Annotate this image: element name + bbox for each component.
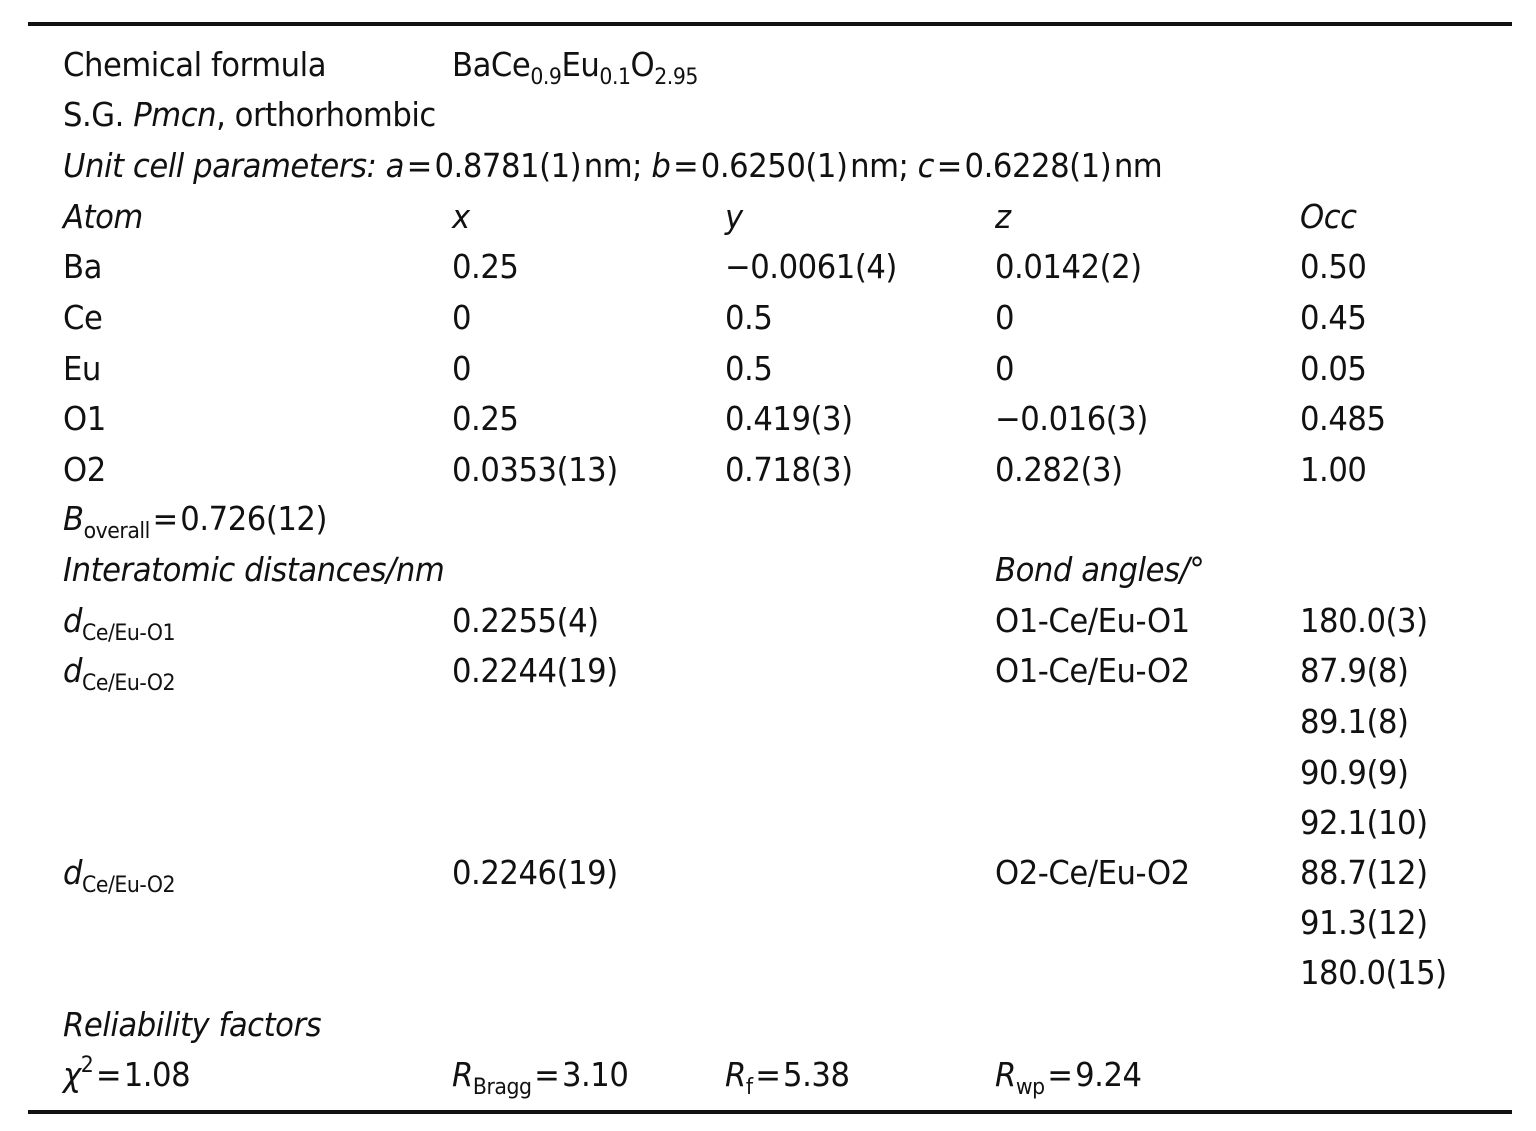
header-atom: Atom — [63, 197, 143, 236]
chi-squared: χ2 = 1.08 — [63, 1053, 191, 1095]
atom-occ: 0.485 — [1300, 399, 1386, 438]
geometry-row: dCe/Eu-O2 0.2246(19) O2-Ce/Eu-O2 88.7(12… — [0, 848, 1536, 898]
atom-row: O2 0.0353(13) 0.718(3) 0.282(3) 1.00 — [0, 445, 1536, 495]
atom-row: Eu 0 0.5 0 0.05 — [0, 344, 1536, 394]
geometry-row: 89.1(8) — [0, 697, 1536, 747]
atom-name: Ce — [63, 298, 103, 337]
geometry-row: dCe/Eu-O1 0.2255(4) O1-Ce/Eu-O1 180.0(3) — [0, 596, 1536, 646]
formula-row: Chemical formula BaCe0.9Eu0.1O2.95 — [0, 40, 1536, 90]
atom-z: 0 — [995, 349, 1015, 388]
geometry-row: 91.3(12) — [0, 898, 1536, 948]
atoms-header-row: Atom x y z Occ — [0, 192, 1536, 242]
distances-header: Interatomic distances/nm — [63, 550, 445, 589]
atom-row: O1 0.25 0.419(3) −0.016(3) 0.485 — [0, 394, 1536, 444]
bottom-rule — [28, 1110, 1512, 1114]
reliability-header-row: Reliability factors — [0, 1000, 1536, 1050]
angle-label: O1-Ce/Eu-O1 — [995, 601, 1190, 640]
angle-value: 92.1(10) — [1300, 803, 1428, 842]
top-rule — [28, 22, 1512, 26]
angle-value: 91.3(12) — [1300, 903, 1428, 942]
atom-z: 0.282(3) — [995, 450, 1123, 489]
formula-label: Chemical formula — [63, 45, 327, 84]
distance-value: 0.2244(19) — [452, 651, 618, 690]
angle-label: O2-Ce/Eu-O2 — [995, 853, 1190, 892]
r-bragg: RBragg = 3.10 — [452, 1055, 629, 1100]
reliability-header: Reliability factors — [63, 1005, 322, 1044]
angle-value: 88.7(12) — [1300, 853, 1428, 892]
header-x: x — [452, 197, 470, 236]
space-group: S.G. Pmcn, orthorhombic — [63, 95, 436, 134]
distance-value: 0.2255(4) — [452, 601, 599, 640]
atom-name: O2 — [63, 450, 106, 489]
header-z: z — [995, 197, 1011, 236]
geometry-row: 90.9(9) — [0, 748, 1536, 798]
unit-cell-parameters: Unit cell parameters: a = 0.8781(1) nm; … — [63, 146, 1163, 185]
atom-x: 0.25 — [452, 399, 519, 438]
atom-name: Eu — [63, 349, 101, 388]
atom-y: 0.419(3) — [725, 399, 853, 438]
b-overall: Boverall = 0.726(12) — [63, 499, 327, 544]
atom-row: Ba 0.25 −0.0061(4) 0.0142(2) 0.50 — [0, 242, 1536, 292]
geometry-row: 180.0(15) — [0, 948, 1536, 998]
distance-label: dCe/Eu-O2 — [63, 853, 176, 898]
atom-occ: 0.45 — [1300, 298, 1367, 337]
angle-value: 87.9(8) — [1300, 651, 1409, 690]
atom-z: 0 — [995, 298, 1015, 337]
formula-value: BaCe0.9Eu0.1O2.95 — [452, 45, 698, 90]
atom-x: 0 — [452, 349, 472, 388]
header-y: y — [725, 197, 743, 236]
reliability-row: χ2 = 1.08 RBragg = 3.10 Rf = 5.38 Rwp = … — [0, 1050, 1536, 1100]
geometry-row: 92.1(10) — [0, 798, 1536, 848]
distance-label: dCe/Eu-O2 — [63, 651, 176, 696]
atom-name: Ba — [63, 247, 102, 286]
atom-occ: 0.50 — [1300, 247, 1367, 286]
atom-row: Ce 0 0.5 0 0.45 — [0, 293, 1536, 343]
atom-y: 0.718(3) — [725, 450, 853, 489]
atom-name: O1 — [63, 399, 106, 438]
r-f: Rf = 5.38 — [725, 1055, 850, 1100]
atom-occ: 1.00 — [1300, 450, 1367, 489]
atom-y: 0.5 — [725, 298, 773, 337]
space-group-row: S.G. Pmcn, orthorhombic — [0, 90, 1536, 140]
atom-occ: 0.05 — [1300, 349, 1367, 388]
b-overall-row: Boverall = 0.726(12) — [0, 494, 1536, 544]
angle-label: O1-Ce/Eu-O2 — [995, 651, 1190, 690]
distance-value: 0.2246(19) — [452, 853, 618, 892]
atom-y: 0.5 — [725, 349, 773, 388]
geometry-row: dCe/Eu-O2 0.2244(19) O1-Ce/Eu-O2 87.9(8) — [0, 646, 1536, 696]
atom-x: 0.25 — [452, 247, 519, 286]
angle-value: 90.9(9) — [1300, 753, 1409, 792]
angles-header: Bond angles/° — [995, 550, 1205, 589]
r-wp: Rwp = 9.24 — [995, 1055, 1142, 1100]
atom-z: 0.0142(2) — [995, 247, 1142, 286]
atom-z: −0.016(3) — [995, 399, 1148, 438]
angle-value: 180.0(15) — [1300, 953, 1447, 992]
distance-label: dCe/Eu-O1 — [63, 601, 176, 646]
section-headers-row: Interatomic distances/nm Bond angles/° — [0, 545, 1536, 595]
angle-value: 89.1(8) — [1300, 702, 1409, 741]
unit-cell-row: Unit cell parameters: a = 0.8781(1) nm; … — [0, 141, 1536, 191]
atom-y: −0.0061(4) — [725, 247, 897, 286]
atom-x: 0 — [452, 298, 472, 337]
atom-x: 0.0353(13) — [452, 450, 618, 489]
angle-value: 180.0(3) — [1300, 601, 1428, 640]
header-occ: Occ — [1300, 197, 1357, 236]
